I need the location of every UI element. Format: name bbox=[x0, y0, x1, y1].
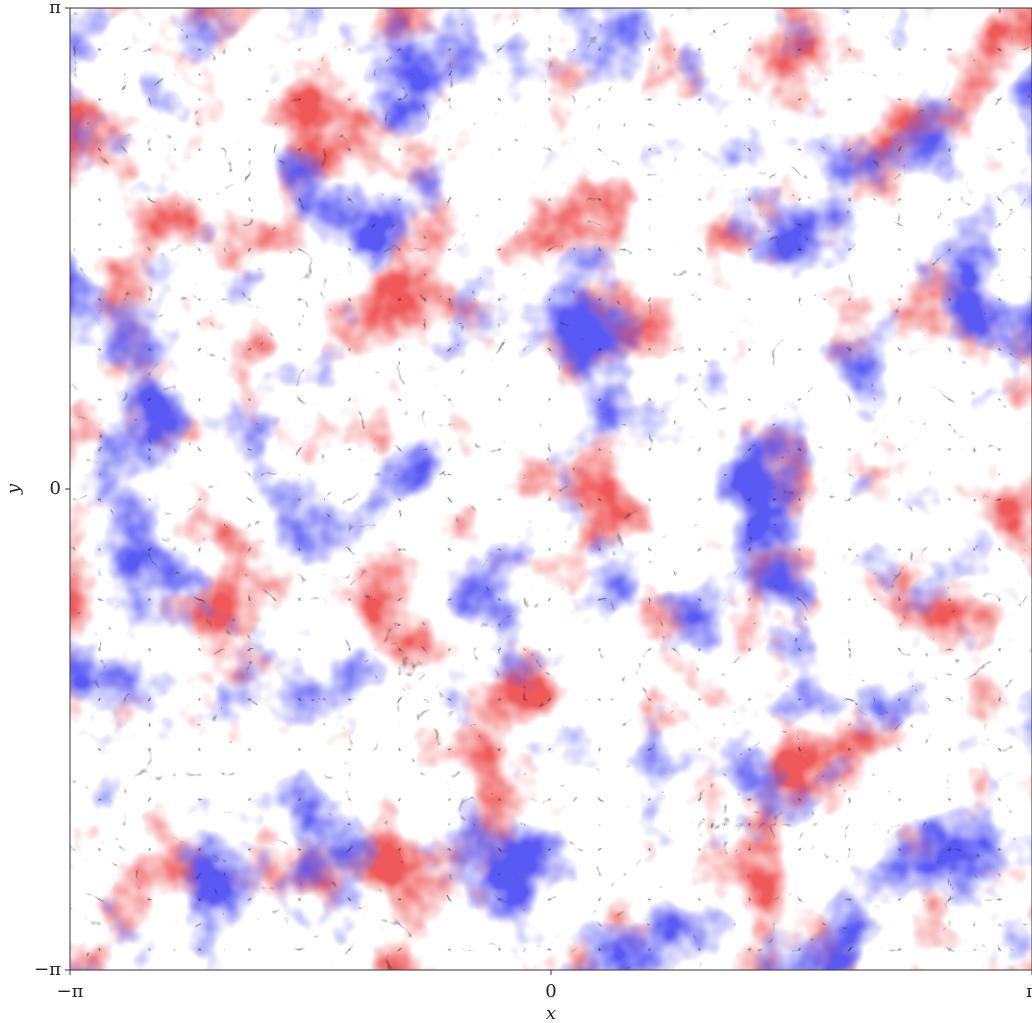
x-axis-label: x bbox=[546, 1003, 556, 1023]
y-tick-label: π bbox=[49, 0, 61, 18]
y-tick-label: 0 bbox=[50, 478, 61, 499]
x-tick-label: π bbox=[1026, 981, 1032, 1002]
y-tick-label: −π bbox=[34, 959, 61, 980]
y-axis-label: y bbox=[3, 483, 24, 495]
x-tick-label: 0 bbox=[545, 981, 556, 1002]
field-image bbox=[70, 8, 1032, 970]
x-tick-label: −π bbox=[57, 981, 84, 1002]
